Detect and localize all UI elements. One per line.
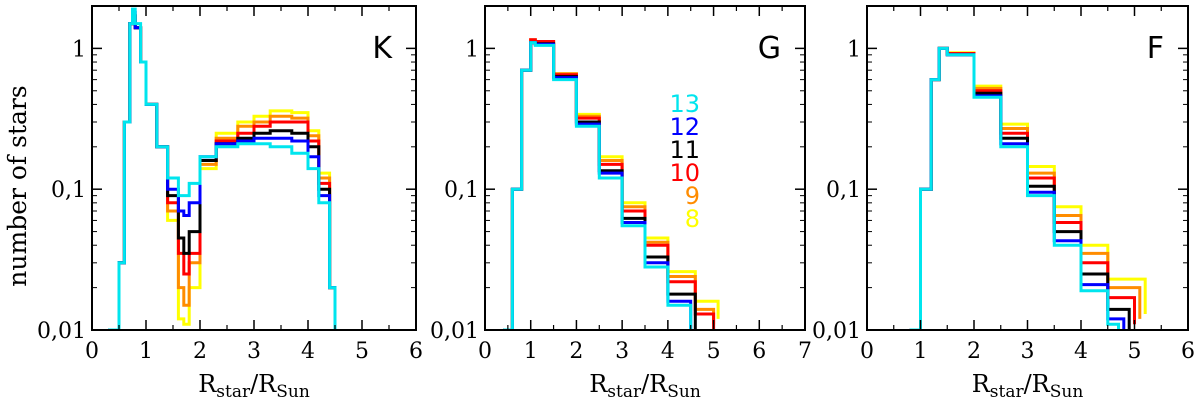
x-tick-label: 3: [247, 339, 261, 364]
series-f-mag-13: [909, 46, 1120, 330]
series-f-mag-12: [909, 46, 1126, 330]
y-tick-label: 1: [465, 37, 479, 62]
x-tick-label: 3: [615, 339, 629, 364]
x-tick-label: 2: [967, 339, 981, 364]
y-tick-label: 0,01: [430, 319, 479, 344]
y-tick-label: 0,1: [826, 178, 861, 203]
magnitude-label-13: 13: [669, 90, 700, 118]
x-tick-label: 1: [524, 339, 538, 364]
y-tick-label: 0,1: [51, 178, 86, 203]
series-k-mag-13: [108, 7, 337, 330]
x-tick-label: 4: [661, 339, 675, 364]
y-axis-label: number of stars: [3, 85, 32, 286]
series-f-mag-11: [909, 46, 1131, 330]
y-tick-label: 0,01: [812, 319, 861, 344]
x-tick-label: 5: [1128, 339, 1142, 364]
magnitude-label-8: 8: [685, 205, 700, 233]
panel-label: K: [372, 31, 393, 66]
series-f-mag-10: [909, 46, 1136, 330]
x-tick-label: 4: [1074, 339, 1088, 364]
x-tick-label: 2: [569, 339, 583, 364]
x-tick-label: 2: [193, 339, 207, 364]
series-f-mag-9: [909, 46, 1142, 330]
x-tick-label: 4: [301, 339, 315, 364]
x-tick-label: 6: [409, 339, 423, 364]
panel-k: 0 1 2 3 4 5 6 0,01 0,1 1 K Rstar/RSun: [37, 5, 423, 402]
magnitude-label-9: 9: [685, 182, 700, 210]
panel-f: 0 1 2 3 4 5 6 0,01 0,1 1 F Rstar/RSun: [812, 5, 1195, 402]
panel-label: F: [1147, 31, 1164, 66]
x-tick-label: 7: [798, 339, 812, 364]
x-tick-label: 5: [355, 339, 369, 364]
x-tick-label: 0: [860, 339, 874, 364]
magnitude-label-11: 11: [669, 136, 700, 164]
x-tick-label: 1: [139, 339, 153, 364]
x-tick-label: 5: [707, 339, 721, 364]
y-tick-label: 1: [72, 37, 86, 62]
x-tick-label: 1: [914, 339, 928, 364]
x-tick-label: 3: [1021, 339, 1035, 364]
x-tick-label: 6: [1181, 339, 1195, 364]
x-tick-label: 6: [752, 339, 766, 364]
x-axis-label: Rstar/RSun: [589, 370, 701, 402]
series-g-mag-13: [503, 41, 693, 330]
x-tick-label: 0: [478, 339, 492, 364]
y-tick-label: 0,01: [37, 319, 86, 344]
series-g-mag-12: [503, 41, 693, 330]
panel-label: G: [758, 31, 781, 66]
x-axis-label: Rstar/RSun: [198, 370, 310, 402]
y-tick-label: 1: [847, 37, 861, 62]
x-axis-label: Rstar/RSun: [972, 370, 1084, 402]
series-k-mag-12: [108, 10, 337, 330]
y-tick-label: 0,1: [444, 178, 479, 203]
magnitude-label-12: 12: [669, 113, 700, 141]
x-tick-label: 0: [85, 339, 99, 364]
magnitude-label-10: 10: [669, 159, 700, 187]
